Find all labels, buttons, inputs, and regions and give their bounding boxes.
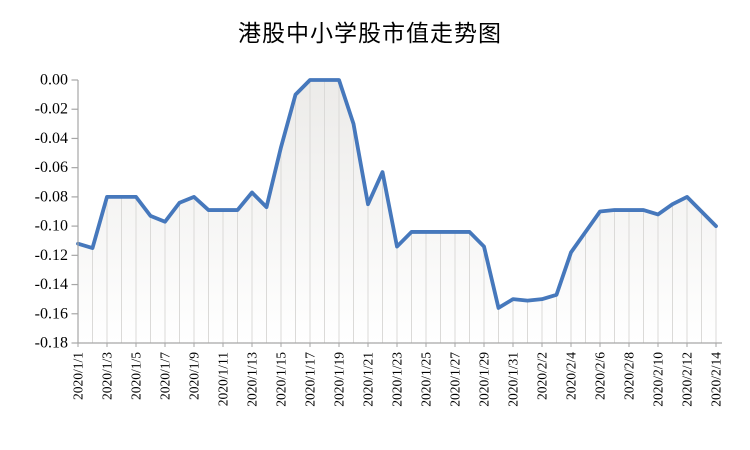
- x-tick-label: 2020/1/15: [274, 352, 289, 407]
- y-tick-labels: 0.00 -0.02 -0.04 -0.06 -0.08 -0.10 -0.12 -0.14 -…: [35, 72, 78, 352]
- x-tick-label: 2020/1/25: [419, 352, 434, 407]
- y-tick-label: -0.06: [35, 159, 68, 176]
- series-line: [76, 78, 718, 310]
- y-tick-label: -0.14: [35, 276, 68, 293]
- x-tick-label: 2020/2/6: [593, 352, 608, 400]
- x-tick-label: 2020/1/23: [390, 352, 405, 407]
- x-tick-label: 2020/1/5: [129, 352, 144, 400]
- x-tick-label: 2020/2/12: [680, 352, 695, 407]
- y-tick-label: -0.12: [35, 247, 68, 264]
- axes: [77, 80, 722, 344]
- x-tick-label: 2020/2/8: [622, 352, 637, 400]
- chart-title: 港股中小学股市值走势图: [238, 21, 502, 46]
- x-tick-label: 2020/1/13: [245, 352, 260, 407]
- x-tick-label: 2020/1/29: [477, 352, 492, 407]
- x-tick-label: 2020/1/3: [100, 352, 115, 400]
- x-tick-label: 2020/2/4: [564, 352, 579, 400]
- x-tick-label: 2020/1/9: [187, 352, 202, 400]
- x-tick-label: 2020/1/31: [506, 352, 521, 407]
- drop-lines: [77, 80, 717, 343]
- x-tick-label: 2020/1/7: [158, 352, 173, 400]
- x-tick-label: 2020/1/17: [303, 352, 318, 407]
- x-tick-label: 2020/2/10: [651, 352, 666, 407]
- x-tick-labels: 2020/1/1 2020/1/3 2020/1/5 2020/1/7 2020/1/9…: [71, 343, 724, 407]
- x-tick-label: 2020/2/14: [709, 352, 724, 407]
- x-tick-label: 2020/2/2: [535, 352, 550, 400]
- y-tick-label: -0.04: [35, 130, 68, 147]
- x-tick-label: 2020/1/1: [71, 352, 86, 400]
- x-tick-label: 2020/1/19: [332, 352, 347, 407]
- y-tick-label: -0.18: [35, 335, 68, 352]
- x-tick-label: 2020/1/11: [216, 352, 231, 406]
- y-tick-label: -0.16: [35, 305, 68, 322]
- x-tick-label: 2020/1/27: [448, 352, 463, 407]
- y-tick-label: -0.08: [35, 188, 68, 205]
- y-tick-label: -0.02: [35, 101, 68, 118]
- y-tick-label: -0.10: [35, 218, 68, 235]
- x-tick-label: 2020/1/21: [361, 352, 376, 407]
- y-tick-label: 0.00: [40, 72, 68, 89]
